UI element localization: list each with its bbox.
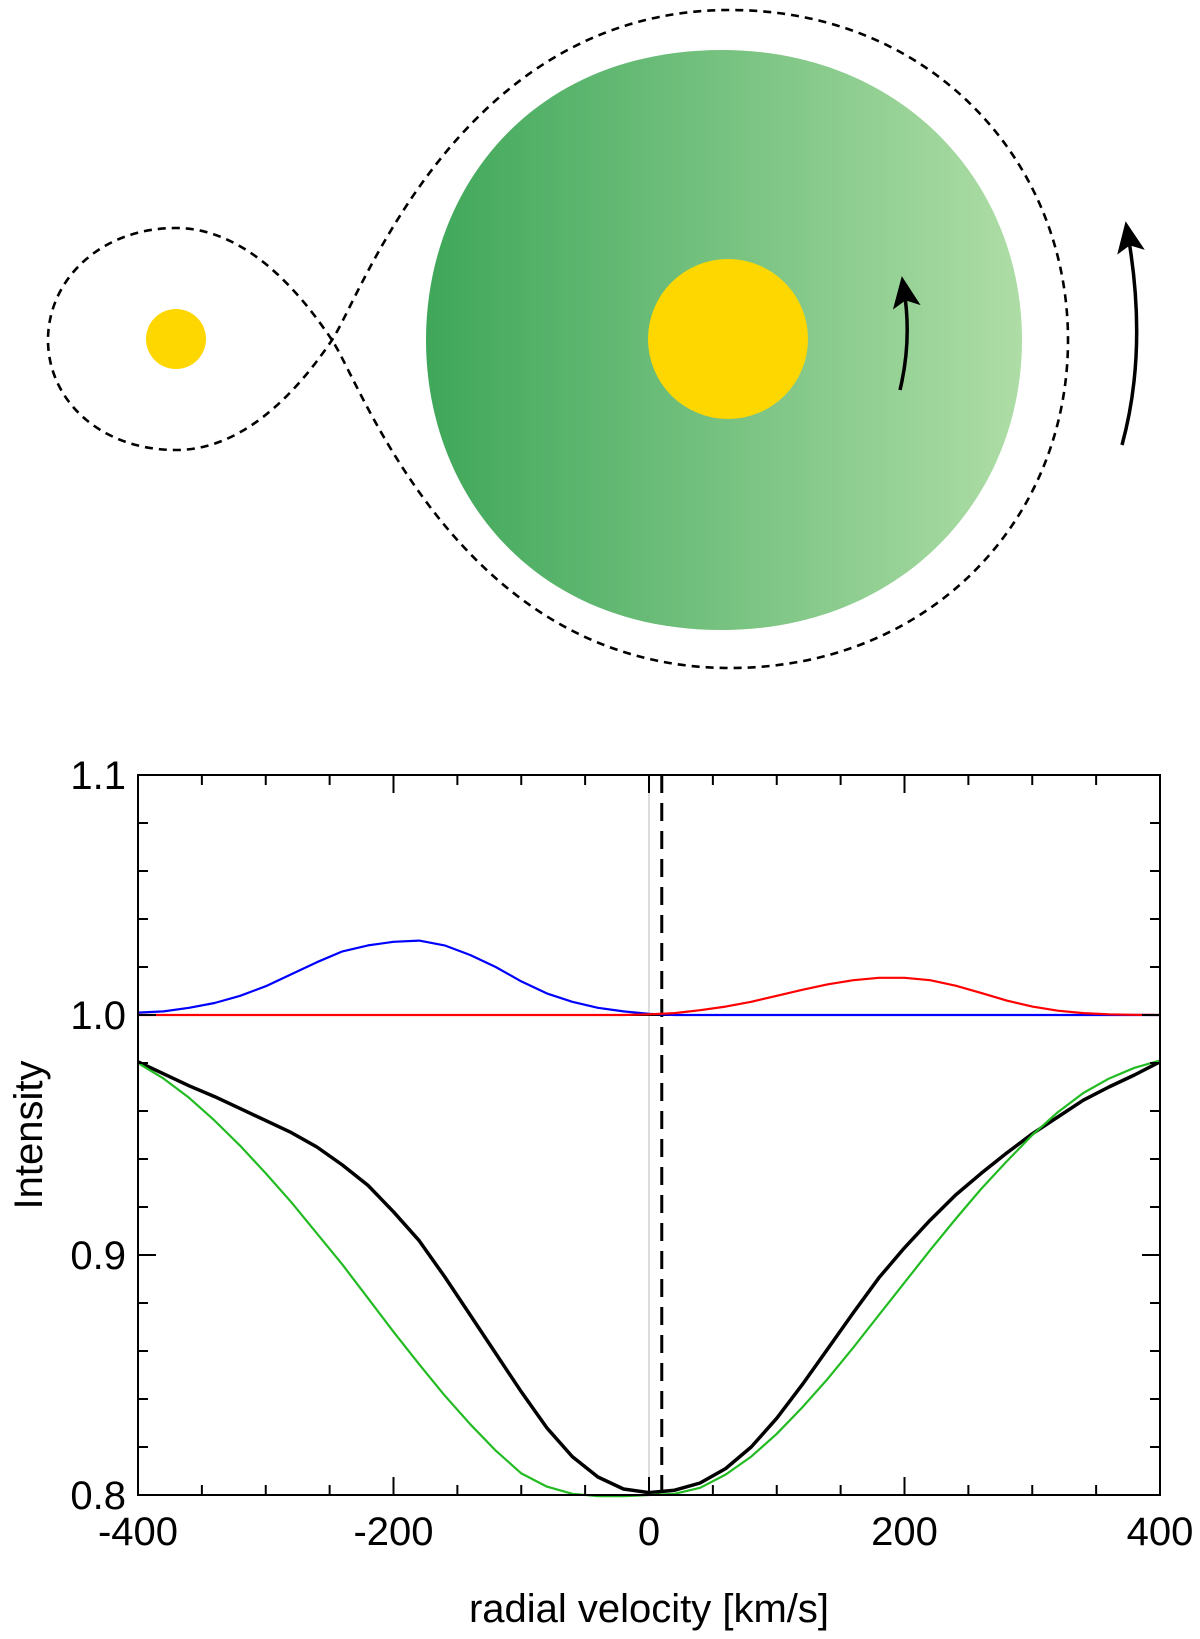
binary-diagram bbox=[46, 8, 1145, 670]
x-axis-label: radial velocity [km/s] bbox=[469, 1587, 829, 1631]
line-profile-chart: -400 -200 0 200 400 0.8 0.9 1.0 1.1 radial veloc… bbox=[7, 754, 1193, 1631]
x-tick-label: -400 bbox=[98, 1510, 178, 1554]
ticks-group bbox=[137, 774, 1161, 1496]
y-tick-label: 0.8 bbox=[70, 1474, 126, 1518]
x-tick-label: -200 bbox=[353, 1510, 433, 1554]
y-tick-label: 1.1 bbox=[70, 754, 126, 798]
x-tick-label: 200 bbox=[871, 1510, 938, 1554]
inner-rotation-arrow bbox=[892, 276, 921, 391]
outer-rotation-arrow bbox=[1117, 221, 1145, 446]
y-tick-label: 1.0 bbox=[70, 994, 126, 1038]
y-axis-label: Intensity bbox=[7, 1061, 51, 1210]
roche-lobe-outline bbox=[46, 8, 1070, 670]
primary-core-star bbox=[648, 259, 808, 419]
x-tick-label: 0 bbox=[638, 1510, 660, 1554]
red-emission-series bbox=[138, 976, 1161, 1017]
x-tick-label: 400 bbox=[1127, 1510, 1194, 1554]
reference-lines bbox=[138, 775, 1160, 1495]
y-tick-label: 0.9 bbox=[70, 1234, 126, 1278]
secondary-star bbox=[146, 309, 206, 369]
tick-labels-group: -400 -200 0 200 400 0.8 0.9 1.0 1.1 bbox=[70, 754, 1193, 1554]
